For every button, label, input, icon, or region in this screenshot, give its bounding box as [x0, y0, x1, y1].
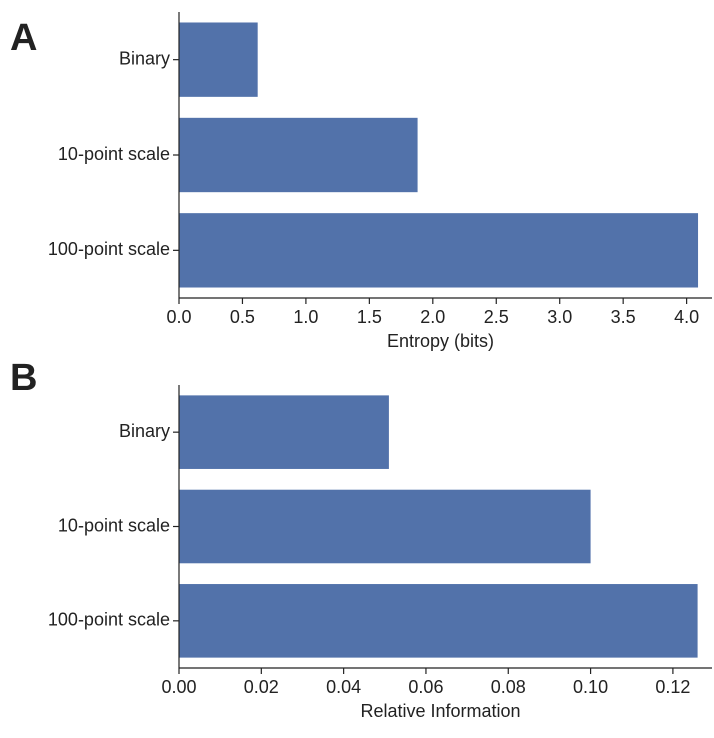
x-tick-label: 0.5 — [230, 307, 255, 327]
y-tick-label: Binary — [119, 421, 170, 441]
x-tick-label: 0.12 — [655, 677, 690, 697]
y-tick-label: 10-point scale — [58, 144, 170, 164]
panel-label: A — [10, 17, 37, 59]
bar — [179, 584, 698, 658]
x-tick-label: 1.0 — [293, 307, 318, 327]
panel-label: B — [10, 357, 37, 399]
x-tick-label: 2.5 — [484, 307, 509, 327]
y-tick-label: 100-point scale — [48, 610, 170, 630]
bar — [179, 117, 418, 193]
x-tick-label: 0.0 — [166, 307, 191, 327]
x-tick-label: 0.00 — [161, 677, 196, 697]
x-tick-label: 3.0 — [547, 307, 572, 327]
x-tick-label: 2.0 — [420, 307, 445, 327]
bar — [179, 22, 258, 97]
x-axis-label: Relative Information — [360, 701, 520, 721]
bar — [179, 395, 389, 469]
x-tick-label: 0.08 — [491, 677, 526, 697]
x-tick-label: 0.06 — [408, 677, 443, 697]
x-tick-label: 1.5 — [357, 307, 382, 327]
x-tick-label: 4.0 — [674, 307, 699, 327]
bar — [179, 489, 591, 564]
x-tick-label: 0.10 — [573, 677, 608, 697]
bar — [179, 213, 699, 288]
y-tick-label: 10-point scale — [58, 515, 170, 535]
y-tick-label: 100-point scale — [48, 239, 170, 259]
x-tick-label: 3.5 — [611, 307, 636, 327]
x-tick-label: 0.02 — [244, 677, 279, 697]
x-tick-label: 0.04 — [326, 677, 361, 697]
x-axis-label: Entropy (bits) — [387, 331, 494, 351]
y-tick-label: Binary — [119, 48, 170, 68]
